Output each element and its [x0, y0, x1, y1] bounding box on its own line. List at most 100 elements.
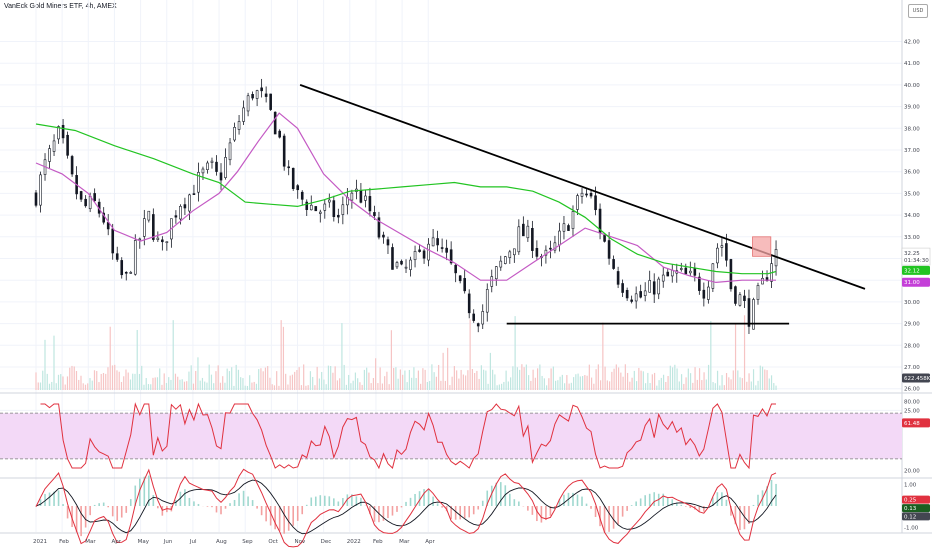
candle-body: [562, 223, 566, 232]
candle-body: [156, 237, 160, 240]
volume-bar: [116, 370, 118, 390]
macd-histogram-bar: [373, 506, 376, 522]
macd-histogram-bar: [504, 485, 507, 506]
candle-body: [522, 223, 525, 237]
volume-bar: [109, 326, 111, 390]
macd-histogram-bar: [599, 506, 601, 527]
volume-bar: [737, 370, 739, 390]
macd-histogram-bar: [143, 476, 146, 506]
candle-body: [332, 200, 336, 217]
candle-body: [725, 243, 728, 261]
volume-bar: [305, 385, 307, 390]
candle-body: [440, 247, 444, 249]
macd-histogram-bar: [730, 506, 732, 516]
volume-bar: [404, 370, 406, 390]
volume-bar: [96, 371, 98, 390]
volume-bar: [231, 367, 233, 390]
volume-bar: [701, 380, 703, 390]
volume-bar: [528, 375, 530, 390]
volume-bar: [721, 375, 723, 390]
macd-histogram-bar: [229, 503, 231, 506]
volume-bar: [150, 384, 152, 390]
candle-body: [57, 126, 60, 140]
volume-bar: [134, 373, 136, 390]
candle-body: [639, 291, 642, 298]
candle-body: [670, 269, 674, 277]
candle-body: [142, 218, 146, 237]
macd-histogram-bar: [630, 505, 633, 506]
volume-bar: [246, 385, 249, 390]
volume-bar: [84, 384, 87, 390]
volume-bar: [696, 379, 698, 390]
volume-bar: [197, 357, 199, 390]
volume-bar: [467, 370, 469, 390]
price-tick-label: 40.00: [904, 83, 920, 89]
volume-bar: [262, 371, 264, 390]
candle-body: [761, 277, 764, 285]
volume-bar: [215, 371, 217, 390]
volume-bar: [334, 366, 336, 390]
volume-bar: [764, 369, 766, 390]
volume-bar: [177, 376, 179, 390]
macd-histogram-bar: [486, 490, 489, 506]
macd-histogram-bar: [57, 490, 60, 506]
macd-histogram-bar: [513, 499, 516, 506]
volume-bar: [687, 368, 689, 390]
macd-histogram-bar: [387, 506, 389, 519]
volume-bar: [685, 377, 687, 390]
candle-body: [413, 251, 417, 261]
macd-histogram-bar: [391, 506, 394, 516]
currency-selector[interactable]: USD: [908, 4, 928, 18]
candle-body: [485, 289, 489, 313]
volume-bar: [339, 378, 341, 390]
candle-body: [716, 247, 719, 264]
volume-bar: [321, 371, 323, 390]
candle-body: [364, 195, 367, 201]
volume-bar: [546, 385, 548, 390]
volume-bar: [294, 371, 296, 390]
rsi-band: [0, 413, 902, 459]
macd-histogram-bar: [93, 504, 96, 506]
volume-bar: [384, 376, 386, 390]
volume-bar: [723, 385, 725, 390]
macd-histogram-bar: [644, 495, 646, 506]
macd-histogram-bar: [351, 494, 353, 506]
candle-body: [318, 211, 322, 214]
macd-histogram-bar: [531, 506, 534, 515]
macd-histogram-bar: [193, 501, 195, 506]
volume-bar: [694, 367, 696, 390]
macd-histogram-bar: [400, 506, 403, 508]
candle-body: [463, 278, 466, 292]
candle-body: [39, 174, 42, 206]
macd-histogram-bar: [157, 506, 159, 509]
volume-bar: [233, 385, 235, 390]
macd-histogram-bar: [639, 498, 642, 506]
volume-bar: [770, 375, 773, 390]
volume-bar: [766, 370, 768, 390]
time-axis[interactable]: 2021 Feb Mar Apr May Jun Jul Aug Sep Oct Nov Dec 202…: [33, 539, 436, 545]
candle-body: [215, 161, 218, 172]
volume-bar: [217, 365, 219, 390]
macd-histogram-bar: [310, 497, 313, 506]
macd-histogram-bar: [111, 506, 114, 517]
volume-bar: [732, 370, 734, 390]
macd-histogram-bar: [44, 493, 46, 506]
volume-bar: [514, 316, 516, 390]
macd-histogram-bar: [684, 506, 687, 507]
volume-bar: [716, 370, 719, 390]
candle-body: [454, 264, 457, 274]
price-axis[interactable]: 42.00 41.00 40.00 39.00 38.00 37.00 36.00 35.00…: [904, 40, 920, 532]
macd-histogram-bar: [472, 506, 475, 515]
volume-bar: [159, 368, 161, 390]
volume-bar: [476, 370, 478, 390]
macd-histogram-bar: [161, 506, 164, 516]
candle-body: [679, 268, 683, 270]
volume-bar: [620, 372, 622, 390]
macd-histogram-bar: [251, 500, 254, 506]
volume-bar: [345, 384, 348, 390]
candle-body: [93, 193, 96, 202]
candle-body: [197, 172, 200, 193]
volume-bar: [325, 384, 327, 390]
volume-bar: [402, 374, 404, 390]
